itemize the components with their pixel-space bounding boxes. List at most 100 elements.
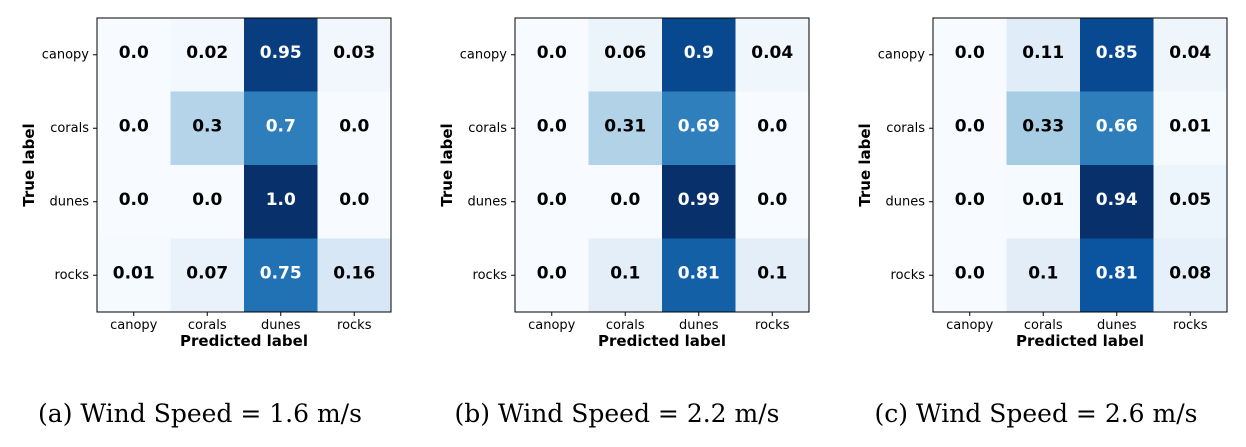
- y-tick-label: corals: [50, 121, 89, 136]
- x-tick-label: dunes: [679, 318, 719, 333]
- heatmap-cell-c-r0c3: [1153, 18, 1228, 92]
- heatmap-cell-a-r0c2: [244, 18, 318, 92]
- y-tick-label: corals: [886, 121, 925, 136]
- heatmap-cell-b-r0c0: [515, 18, 589, 92]
- heatmap-cell-b-r3c2: [662, 238, 736, 313]
- cell-value-label: 0.94: [1096, 190, 1138, 210]
- heatmap-cell-b-r3c1: [588, 238, 663, 313]
- cell-value-label: 0.0: [339, 116, 369, 136]
- y-tick-label: dunes: [885, 194, 925, 209]
- heatmap-cell-a-r0c1: [170, 18, 245, 92]
- heatmap-cell-c-r0c2: [1080, 18, 1154, 92]
- heatmap-cell-c-r0c1: [1006, 18, 1081, 92]
- cell-value-label: 0.0: [192, 190, 222, 210]
- heatmap-cell-a-r3c3: [317, 238, 392, 313]
- x-tick-label: rocks: [755, 318, 790, 333]
- subfigure-caption: (c) Wind Speed = 2.6 m/s: [875, 399, 1198, 428]
- x-tick-label: canopy: [110, 318, 158, 333]
- cell-value-label: 0.9: [684, 43, 714, 63]
- x-tick-label: dunes: [261, 318, 301, 333]
- cell-value-label: 0.0: [339, 190, 369, 210]
- heatmap-cell-b-r2c0: [515, 165, 589, 239]
- cell-value-label: 0.0: [119, 190, 149, 210]
- x-tick-label: dunes: [1097, 318, 1137, 333]
- cell-value-label: 0.0: [610, 190, 640, 210]
- heatmap-frame: [514, 17, 810, 313]
- cell-value-label: 0.03: [333, 43, 375, 63]
- subfigure-caption: (b) Wind Speed = 2.2 m/s: [455, 399, 780, 428]
- x-tick-label: corals: [188, 318, 227, 333]
- cell-value-label: 0.01: [1022, 190, 1064, 210]
- heatmap-cell-a-r3c2: [244, 238, 318, 313]
- cell-value-label: 0.0: [955, 190, 985, 210]
- x-tick-label: corals: [606, 318, 645, 333]
- y-tick-label: rocks: [891, 268, 926, 283]
- cell-value-label: 0.66: [1096, 116, 1138, 136]
- heatmap-frame: [932, 17, 1228, 313]
- y-tick-label: canopy: [878, 47, 926, 62]
- y-tick-label: canopy: [460, 47, 508, 62]
- heatmap-cell-c-r3c3: [1153, 238, 1228, 313]
- cell-value-label: 0.0: [757, 190, 787, 210]
- heatmap-cell-a-r2c3: [317, 165, 392, 239]
- heatmap-cell-c-r1c1: [1006, 91, 1081, 166]
- cell-value-label: 0.06: [604, 43, 646, 63]
- heatmap-cell-c-r3c0: [933, 238, 1007, 313]
- heatmap-cell-b-r3c3: [735, 238, 810, 313]
- x-tick-label: canopy: [528, 318, 576, 333]
- cell-value-label: 0.81: [678, 263, 720, 283]
- cell-value-label: 0.01: [1169, 116, 1211, 136]
- cell-value-label: 0.69: [678, 116, 720, 136]
- cell-value-label: 0.0: [119, 116, 149, 136]
- heatmap-cell-a-r2c2: [244, 165, 318, 239]
- cell-value-label: 0.75: [260, 263, 302, 283]
- cell-value-label: 0.16: [333, 263, 375, 283]
- heatmap-cell-a-r1c1: [170, 91, 245, 166]
- heatmap-cell-c-r2c1: [1006, 165, 1081, 239]
- heatmap-cell-b-r1c1: [588, 91, 663, 166]
- cell-value-label: 0.33: [1022, 116, 1064, 136]
- y-tick-label: canopy: [42, 47, 90, 62]
- heatmap-cell-a-r3c1: [170, 238, 245, 313]
- cell-value-label: 0.04: [1169, 43, 1211, 63]
- subfigure-caption: (a) Wind Speed = 1.6 m/s: [38, 399, 362, 428]
- heatmap-cell-b-r3c0: [515, 238, 589, 313]
- cell-value-label: 0.95: [260, 43, 302, 63]
- heatmap-cell-b-r1c3: [735, 91, 810, 166]
- cell-value-label: 0.02: [186, 43, 228, 63]
- cell-value-label: 0.05: [1169, 190, 1211, 210]
- cell-value-label: 0.1: [610, 263, 640, 283]
- x-tick-label: corals: [1024, 318, 1063, 333]
- x-tick-label: canopy: [946, 318, 994, 333]
- cell-value-label: 0.11: [1022, 43, 1064, 63]
- cell-value-label: 0.08: [1169, 263, 1211, 283]
- heatmap-cell-b-r1c2: [662, 91, 736, 166]
- cell-value-label: 0.0: [537, 190, 567, 210]
- cell-value-label: 0.7: [266, 116, 296, 136]
- y-axis-title: True label: [438, 123, 456, 206]
- cell-value-label: 0.0: [537, 263, 567, 283]
- heatmap-frame: [96, 17, 392, 313]
- cell-value-label: 0.81: [1096, 263, 1138, 283]
- heatmap-cell-b-r1c0: [515, 91, 589, 166]
- heatmap-cell-c-r1c2: [1080, 91, 1154, 166]
- cell-value-label: 0.01: [113, 263, 155, 283]
- heatmap-cell-c-r3c2: [1080, 238, 1154, 313]
- y-axis-title: True label: [856, 123, 874, 206]
- heatmap-cell-a-r2c1: [170, 165, 245, 239]
- cell-value-label: 0.1: [757, 263, 787, 283]
- cell-value-label: 0.07: [186, 263, 228, 283]
- y-tick-label: corals: [468, 121, 507, 136]
- heatmap-cell-a-r1c0: [97, 91, 171, 166]
- heatmap-cell-b-r2c2: [662, 165, 736, 239]
- cell-value-label: 1.0: [266, 190, 296, 210]
- heatmap-cell-b-r0c1: [588, 18, 663, 92]
- cell-value-label: 0.0: [757, 116, 787, 136]
- cell-value-label: 0.85: [1096, 43, 1138, 63]
- cell-value-label: 0.0: [955, 263, 985, 283]
- heatmap-cell-c-r3c1: [1006, 238, 1081, 313]
- x-tick-label: rocks: [1173, 318, 1208, 333]
- heatmap-cell-b-r2c1: [588, 165, 663, 239]
- y-axis-title: True label: [20, 123, 38, 206]
- heatmap-cell-c-r1c3: [1153, 91, 1228, 166]
